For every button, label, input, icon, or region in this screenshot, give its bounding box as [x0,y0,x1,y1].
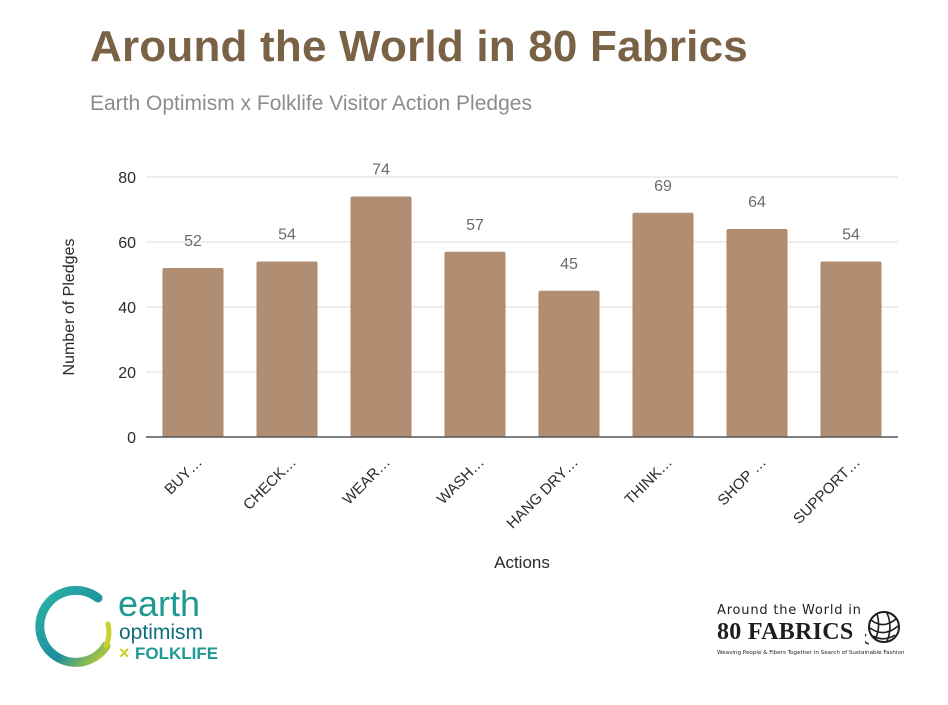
x-tick-label: BUY… [161,454,205,498]
x-tick-label: HANG DRY… [503,454,581,532]
logo-around-text: Around the World in [717,603,862,618]
earth-optimism-folklife-logo: earth optimism × FOLKLIFE [28,584,258,674]
x-tick-label: SHOP … [714,454,769,509]
x-tick-label: THINK… [621,454,675,508]
bar [350,196,412,437]
x-axis-title: Actions [494,553,550,572]
logo-80-fabrics-text: 80 FABRICS [717,619,854,645]
logo-x-mark: × [119,643,130,663]
data-labels: 52 54 74 57 45 69 64 54 [184,162,860,273]
bars [162,196,882,437]
bar [820,261,882,437]
y-axis-title: Number of Pledges [61,239,78,376]
bar [256,261,318,437]
bar [632,212,694,437]
logo-tagline-text: Weaving People & Fibers Together in Sear… [717,650,905,656]
bar [538,290,600,437]
y-tick-label: 20 [118,365,136,382]
y-tick-label: 80 [118,170,136,187]
x-tick-label: WASH… [434,454,488,508]
bar [162,268,224,437]
earth-ring-icon [35,585,112,667]
y-tick-label: 60 [118,235,136,252]
x-tick-label: SUPPORT… [790,454,864,528]
bar-chart: 52 54 74 57 45 69 64 54 0 20 40 60 80 BUY… CHECK… WEAR… [61,162,898,572]
chart-title: Around the World in 80 Fabrics [90,22,748,71]
x-tick-label: CHECK… [240,454,300,514]
y-tick-label: 0 [127,430,136,447]
logo-earth-text: earth [118,583,201,624]
y-tick-label: 40 [118,300,136,317]
data-label: 64 [748,194,766,211]
80-fabrics-logo: Around the World in 80 FABRICS Weaving P… [705,600,920,670]
data-label: 74 [372,162,390,179]
logo-optimism-text: optimism [119,621,204,644]
data-label: 54 [842,227,860,244]
yarn-ball-icon [865,611,900,645]
logo-folklife-text: FOLKLIFE [135,644,219,663]
chart-subtitle: Earth Optimism x Folklife Visitor Action… [90,92,532,115]
bar [726,229,788,437]
data-label: 45 [560,256,578,273]
bar [444,251,506,437]
data-label: 54 [278,227,296,244]
data-label: 69 [654,178,672,195]
data-label: 52 [184,233,202,250]
x-tick-label: WEAR… [339,454,393,508]
data-label: 57 [466,217,484,234]
